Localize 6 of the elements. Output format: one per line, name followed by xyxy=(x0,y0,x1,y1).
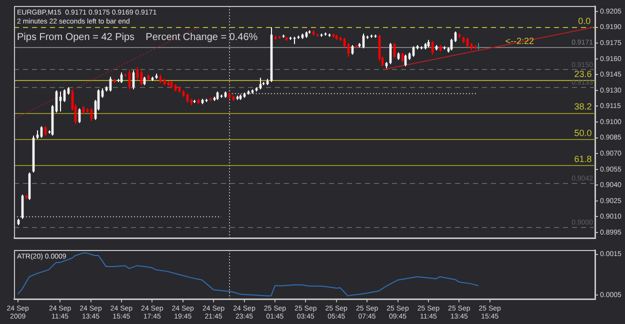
annotation: 23.6 xyxy=(574,68,592,79)
annotation: 0.0 xyxy=(578,16,591,26)
annotation: Pips From Open = 42 Pips Percent Change = 0.46% xyxy=(17,32,258,43)
annotation: 61.8 xyxy=(574,154,592,164)
annotation: 50.0 xyxy=(574,128,592,138)
annotation: 38.2 xyxy=(574,102,592,112)
